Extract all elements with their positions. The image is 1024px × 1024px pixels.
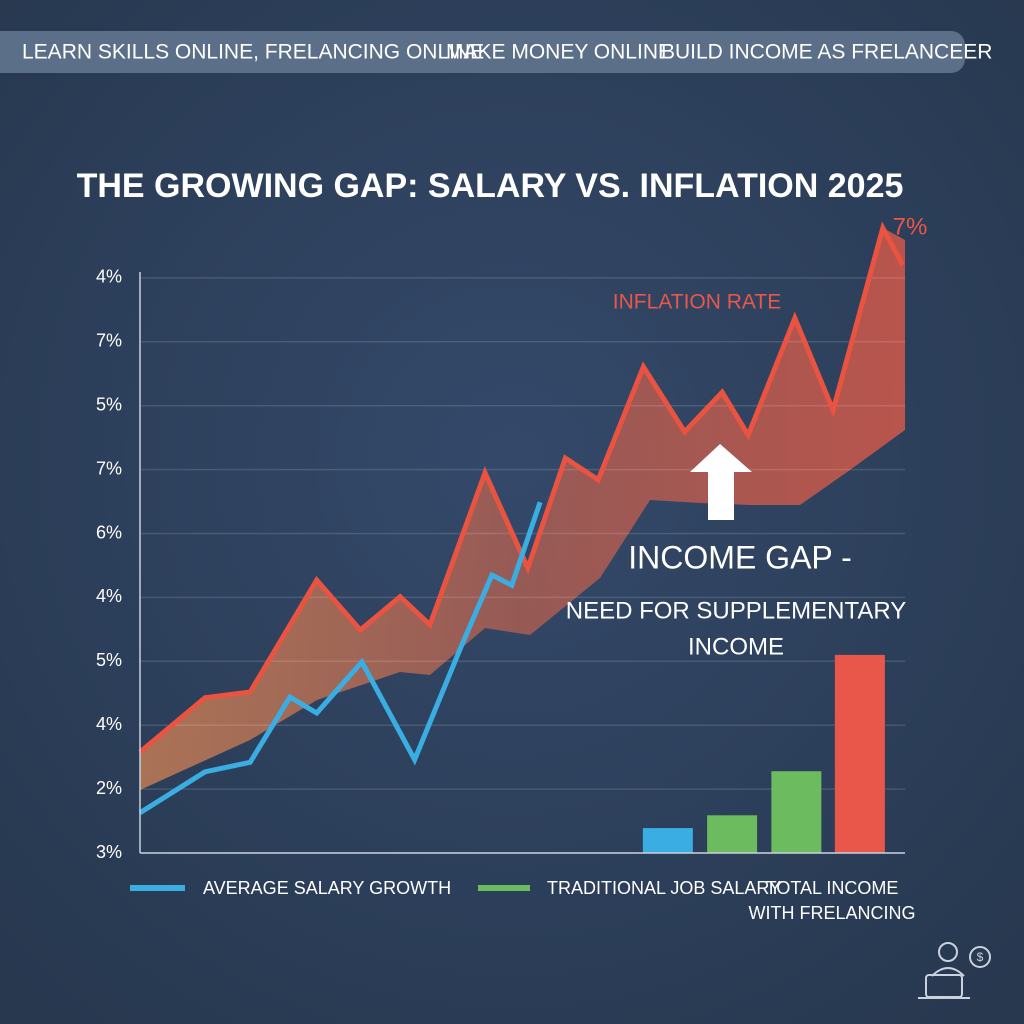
y-tick-label: 7% bbox=[96, 331, 122, 351]
legend-label: WITH FRELANCING bbox=[748, 903, 915, 923]
chart-title: THE GROWING GAP: SALARY VS. INFLATION 20… bbox=[77, 167, 904, 205]
bar bbox=[707, 815, 758, 853]
series-line bbox=[138, 501, 543, 815]
annotation: NEED FOR SUPPLEMENTARY bbox=[566, 597, 907, 624]
annotation: INCOME GAP - bbox=[628, 539, 851, 575]
legend-label: AVERAGE SALARY GROWTH bbox=[203, 878, 451, 898]
bar bbox=[834, 654, 885, 853]
legend-label: TRADITIONAL JOB SALARY bbox=[547, 878, 781, 898]
top-banner bbox=[0, 31, 965, 73]
banner-item: MAKE MONEY ONLINE bbox=[446, 41, 672, 64]
arrow bbox=[690, 444, 752, 520]
annotation: 7% bbox=[893, 213, 928, 240]
bar bbox=[771, 771, 822, 853]
income-gap-band bbox=[140, 228, 905, 790]
y-tick-label: 6% bbox=[96, 522, 122, 542]
series-line bbox=[138, 221, 905, 754]
annotation: INCOME bbox=[688, 633, 784, 660]
y-tick-label: 7% bbox=[96, 458, 122, 478]
y-tick-label: 5% bbox=[96, 650, 122, 670]
bar bbox=[642, 828, 693, 853]
y-tick-label: 4% bbox=[96, 586, 122, 606]
legend-label: TOTAL INCOME bbox=[766, 878, 899, 898]
banner-item: BUILD INCOME AS FRELANCEER bbox=[661, 41, 992, 64]
freelancer-icon bbox=[918, 942, 991, 999]
y-tick-label: 3% bbox=[96, 842, 122, 862]
y-tick-label: 4% bbox=[96, 714, 122, 734]
icon-symbol: $ bbox=[977, 950, 984, 964]
series-label: INFLATION RATE bbox=[613, 291, 781, 314]
y-tick-label: 4% bbox=[96, 267, 122, 287]
y-tick-label: 2% bbox=[96, 778, 122, 798]
plot bbox=[138, 221, 905, 854]
y-tick-label: 5% bbox=[96, 394, 122, 414]
banner-item: LEARN SKILLS ONLINE, FRELANCING ONLINE bbox=[22, 41, 484, 64]
